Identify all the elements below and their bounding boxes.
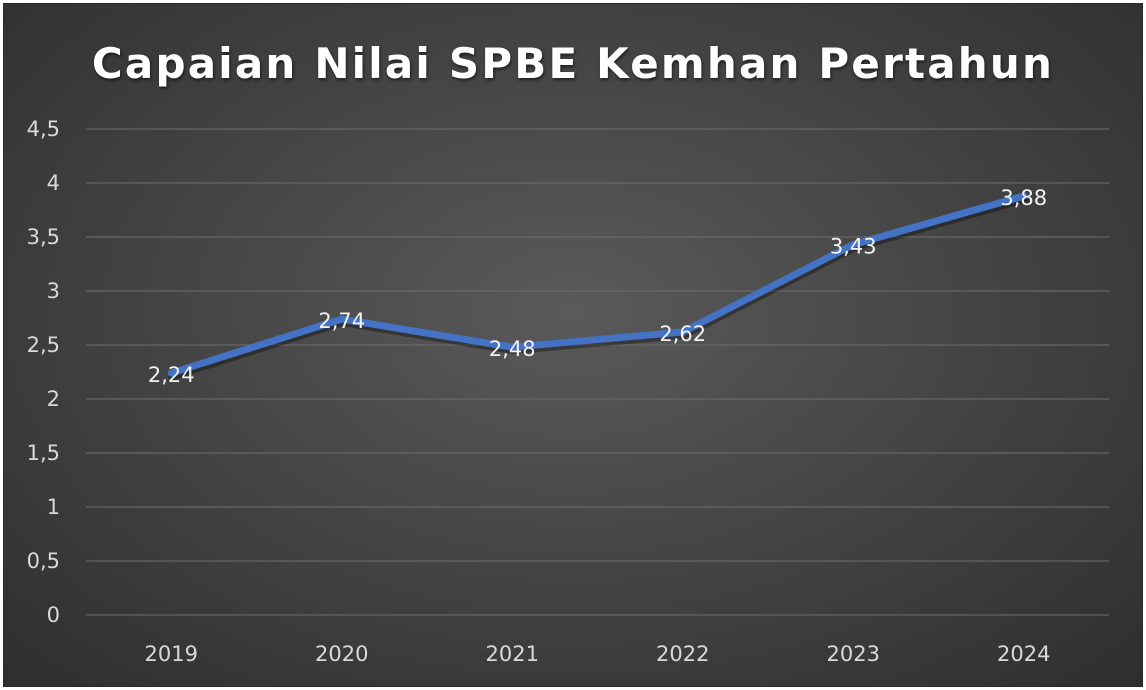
y-tick-label: 3 bbox=[47, 279, 60, 303]
x-tick-label: 2023 bbox=[827, 642, 880, 666]
series-line-shadow bbox=[168, 195, 1029, 381]
line-chart: 0 0,5 1 1,5 2 2,5 3 3,5 4 4,5 2019 2020 2021 2022 202… bbox=[27, 117, 1109, 666]
data-label: 2,62 bbox=[659, 322, 706, 346]
chart-title: Capaian Nilai SPBE Kemhan Pertahun bbox=[91, 39, 1055, 88]
x-tick-label: 2021 bbox=[486, 642, 539, 666]
data-point bbox=[508, 343, 516, 351]
data-point bbox=[849, 241, 857, 249]
data-point bbox=[338, 315, 346, 323]
data-label: 2,74 bbox=[318, 309, 365, 333]
y-tick-label: 4,5 bbox=[27, 117, 60, 141]
x-tick-label: 2020 bbox=[315, 642, 368, 666]
y-tick-label: 1,5 bbox=[27, 441, 60, 465]
y-tick-label: 0 bbox=[47, 603, 60, 627]
y-tick-label: 1 bbox=[47, 495, 60, 519]
y-tick-label: 4 bbox=[47, 171, 60, 195]
data-point bbox=[679, 328, 687, 336]
data-label: 3,43 bbox=[830, 235, 877, 259]
series-line bbox=[167, 192, 1028, 377]
data-point bbox=[167, 369, 175, 377]
data-label: 2,24 bbox=[148, 363, 195, 387]
y-tick-label: 2 bbox=[47, 387, 60, 411]
x-tick-label: 2019 bbox=[145, 642, 198, 666]
data-point bbox=[1020, 192, 1028, 200]
data-label: 2,48 bbox=[489, 337, 536, 361]
chart-frame: Capaian Nilai SPBE Kemhan Pertahun 0 0,5 1… bbox=[3, 3, 1143, 687]
y-tick-label: 0,5 bbox=[27, 549, 60, 573]
y-tick-label: 3,5 bbox=[27, 225, 60, 249]
data-label: 3,88 bbox=[1000, 186, 1047, 210]
x-tick-label: 2024 bbox=[997, 642, 1050, 666]
x-tick-label: 2022 bbox=[656, 642, 709, 666]
y-tick-label: 2,5 bbox=[27, 333, 60, 357]
